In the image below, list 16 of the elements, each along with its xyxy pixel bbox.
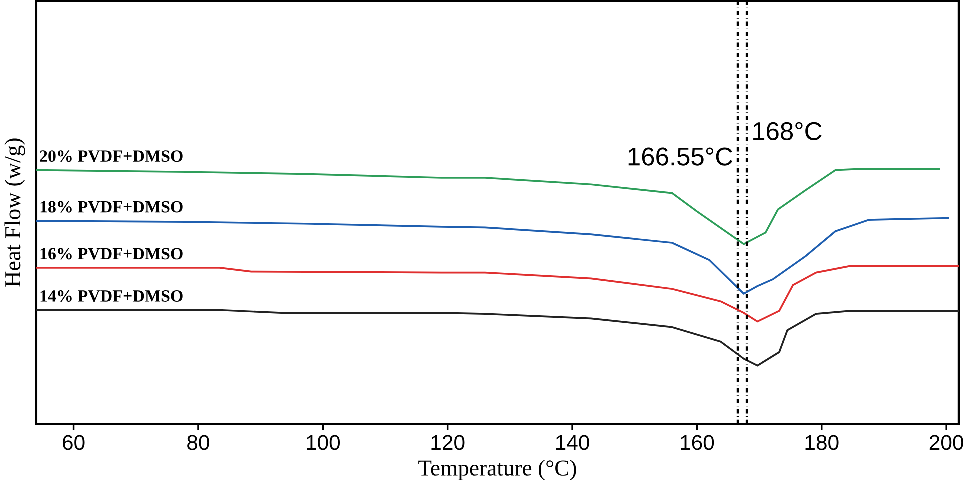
series-label: 20% PVDF+DMSO: [40, 150, 183, 162]
x-tick-label: 60: [63, 435, 85, 450]
ref-line-label: 166.55°C: [628, 148, 733, 166]
x-tick-label: 120: [432, 435, 465, 450]
series-label: 16% PVDF+DMSO: [40, 248, 183, 260]
ref-line-label: 168°C: [754, 122, 822, 140]
y-axis-title: Heat Flow (w/g): [4, 138, 26, 287]
series-label: 18% PVDF+DMSO: [40, 201, 183, 213]
x-tick-label: 160: [681, 435, 714, 450]
x-tick-label: 180: [806, 435, 839, 450]
x-axis-title: Temperature (°C): [418, 460, 576, 480]
x-tick-label: 100: [307, 435, 340, 450]
x-tick-label: 140: [556, 435, 590, 450]
x-tick-label: 80: [188, 435, 210, 450]
series-label: 14% PVDF+DMSO: [40, 290, 183, 302]
x-tick-label: 200: [930, 435, 964, 450]
